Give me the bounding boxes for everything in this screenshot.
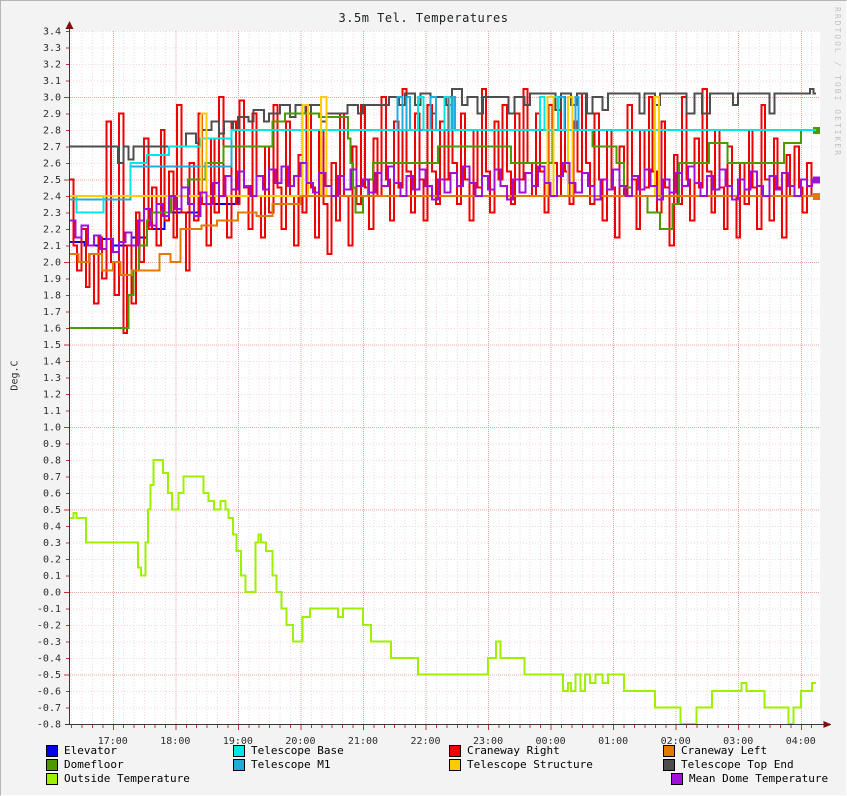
x-tick-label: 21:00 <box>348 736 378 747</box>
y-tick-label: -0.8 <box>37 720 61 731</box>
y-tick-label: 0.2 <box>43 555 61 566</box>
series-mean-dome-temperature <box>69 162 816 254</box>
x-axis-arrow-icon <box>823 721 832 728</box>
y-tick-label: 1.7 <box>43 307 61 318</box>
y-tick-label: 3.3 <box>43 43 61 54</box>
series-end-marker <box>812 127 820 134</box>
x-tick-label: 19:00 <box>223 736 253 747</box>
y-tick-label: 1.3 <box>43 373 61 384</box>
y-tick-label: -0.2 <box>37 621 61 632</box>
y-tick-label: 0.5 <box>43 505 61 516</box>
x-tick-label: 20:00 <box>285 736 315 747</box>
x-tick-label: 02:00 <box>661 736 691 747</box>
y-tick-label: 1.4 <box>43 357 61 368</box>
y-tick-label: 0.6 <box>43 489 61 500</box>
chart-title: 3.5m Tel. Temperatures <box>338 11 509 25</box>
y-tick-label: -0.4 <box>37 654 61 665</box>
y-tick-label: 2.3 <box>43 208 61 219</box>
x-tick-label: 17:00 <box>98 736 128 747</box>
y-tick-label: 2.1 <box>43 241 61 252</box>
x-tick-label: 23:00 <box>473 736 503 747</box>
y-tick-label: 0.0 <box>43 588 61 599</box>
series-outside-temperature <box>69 459 816 725</box>
y-tick-label: 2.2 <box>43 225 61 236</box>
y-tick-label: 2.0 <box>43 258 61 269</box>
y-tick-label: 2.7 <box>43 142 61 153</box>
y-tick-label: 3.2 <box>43 60 61 71</box>
x-tick-label: 00:00 <box>536 736 566 747</box>
y-tick-label: 2.6 <box>43 159 61 170</box>
y-axis-label: Deg.C <box>9 360 21 391</box>
y-tick-label: -0.5 <box>37 670 61 681</box>
y-tick-label: -0.6 <box>37 687 61 698</box>
axes <box>64 21 832 730</box>
x-tick-label: 04:00 <box>786 736 816 747</box>
y-tick-label: 3.1 <box>43 76 61 87</box>
y-tick-label: 0.1 <box>43 571 61 582</box>
y-tick-label: 1.9 <box>43 274 61 285</box>
tick-labels: 3.4 3.3 3.2 3.1 3.0 2.9 2.8 2.7 2.6 2.5 2.4 2.3 2.2 2… <box>37 27 816 748</box>
rrdtool-watermark: RRDTOOL / TOBI OETIKER <box>833 7 842 157</box>
series-craneway-left <box>69 195 816 277</box>
y-tick-label: 2.4 <box>43 192 61 203</box>
series-lines <box>69 87 820 725</box>
x-tick-label: 03:00 <box>723 736 753 747</box>
y-axis-arrow-icon <box>65 21 74 29</box>
y-tick-label: 2.5 <box>43 175 61 186</box>
y-tick-label: 0.8 <box>43 456 61 467</box>
y-tick-label: 1.6 <box>43 324 61 335</box>
y-tick-label: 2.9 <box>43 109 61 120</box>
y-tick-label: -0.3 <box>37 637 61 648</box>
y-tick-label: 3.4 <box>43 27 61 38</box>
y-tick-label: 1.5 <box>43 340 61 351</box>
series-end-marker <box>812 193 820 200</box>
y-tick-label: -0.7 <box>37 703 61 714</box>
y-tick-label: 1.8 <box>43 291 61 302</box>
y-tick-label: 1.0 <box>43 423 61 434</box>
x-tick-label: 18:00 <box>160 736 190 747</box>
y-tick-label: 0.3 <box>43 538 61 549</box>
y-tick-label: 0.9 <box>43 439 61 450</box>
y-tick-label: 1.2 <box>43 390 61 401</box>
y-tick-label: 0.4 <box>43 522 61 533</box>
y-tick-label: -0.1 <box>37 604 61 615</box>
y-tick-label: 3.0 <box>43 93 61 104</box>
x-tick-label: 01:00 <box>598 736 628 747</box>
x-tick-label: 22:00 <box>410 736 440 747</box>
y-tick-label: 2.8 <box>43 126 61 137</box>
y-tick-label: 0.7 <box>43 472 61 483</box>
series-telescope-base <box>69 96 816 214</box>
y-tick-label: 1.1 <box>43 406 61 417</box>
series-end-marker <box>812 176 820 184</box>
series-craneway-right <box>69 87 816 334</box>
